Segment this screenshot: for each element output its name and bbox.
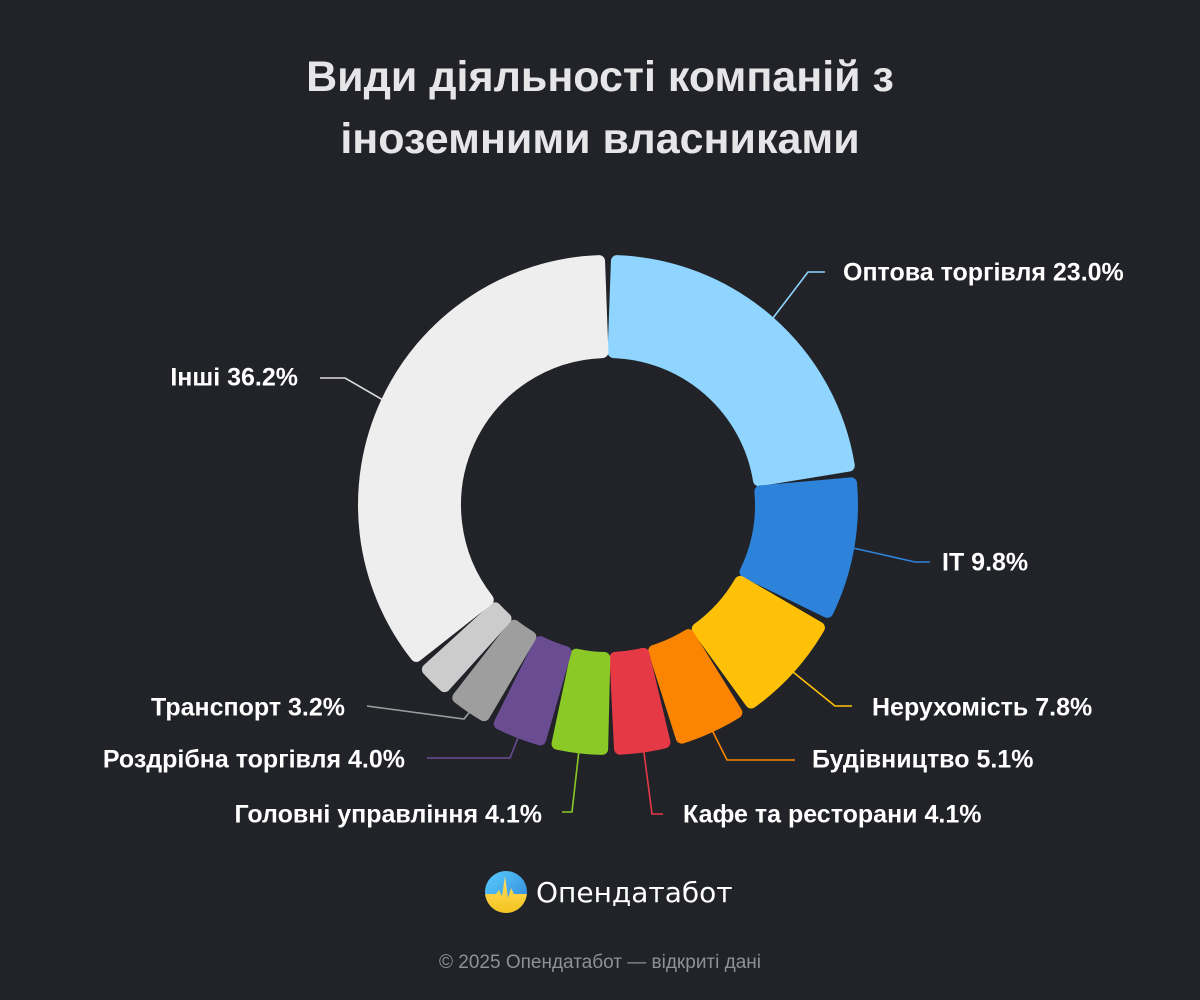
logo: Опендатабот xyxy=(484,870,733,914)
chart-title: Види діяльності компаній з іноземними вл… xyxy=(0,46,1200,170)
logo-text: Опендатабот xyxy=(536,875,733,909)
donut-slice-кафе-та-ресторани xyxy=(609,647,671,755)
slice-label: IT 9.8% xyxy=(942,548,1029,577)
donut-slice-it xyxy=(739,477,858,618)
donut-slice-будівництво xyxy=(648,629,743,744)
leader-line xyxy=(562,749,580,813)
leader-line xyxy=(366,705,473,720)
slice-label: Транспорт 3.2% xyxy=(151,693,345,722)
slice-label: Оптова торгівля 23.0% xyxy=(843,258,1124,287)
leader-line xyxy=(792,671,852,707)
slice-label: Роздрібна торгівля 4.0% xyxy=(102,745,405,774)
leader-line xyxy=(642,744,663,815)
donut-slice-unlabeled xyxy=(421,602,512,693)
donut-slice-нерухомість xyxy=(691,575,825,709)
slice-label: Інші 36.2% xyxy=(170,363,298,392)
slice-label: Нерухомість 7.8% xyxy=(872,693,1093,722)
donut-slice-головні-управління xyxy=(551,648,611,755)
donut-slice-інші xyxy=(358,255,609,662)
slice-label: Будівництво 5.1% xyxy=(812,745,1034,774)
title-line-1: Види діяльності компаній з xyxy=(306,53,894,101)
leader-line xyxy=(427,734,520,759)
leader-line xyxy=(320,377,384,401)
leader-line xyxy=(852,547,930,563)
leader-line xyxy=(772,271,825,319)
slice-label: Кафе та ресторани 4.1% xyxy=(683,800,982,829)
donut-slice-оптова-торгівля xyxy=(607,255,855,487)
donut-slice-транспорт xyxy=(452,619,537,722)
slice-label: Головні управління 4.1% xyxy=(234,800,542,829)
opendatabot-logo-icon xyxy=(485,871,527,913)
donut-slice-роздрібна-торгівля xyxy=(493,636,572,746)
leader-line xyxy=(711,729,795,761)
title-line-2: іноземними власниками xyxy=(340,115,860,163)
footer-copyright: © 2025 Опендатабот — відкриті дані xyxy=(439,952,761,973)
